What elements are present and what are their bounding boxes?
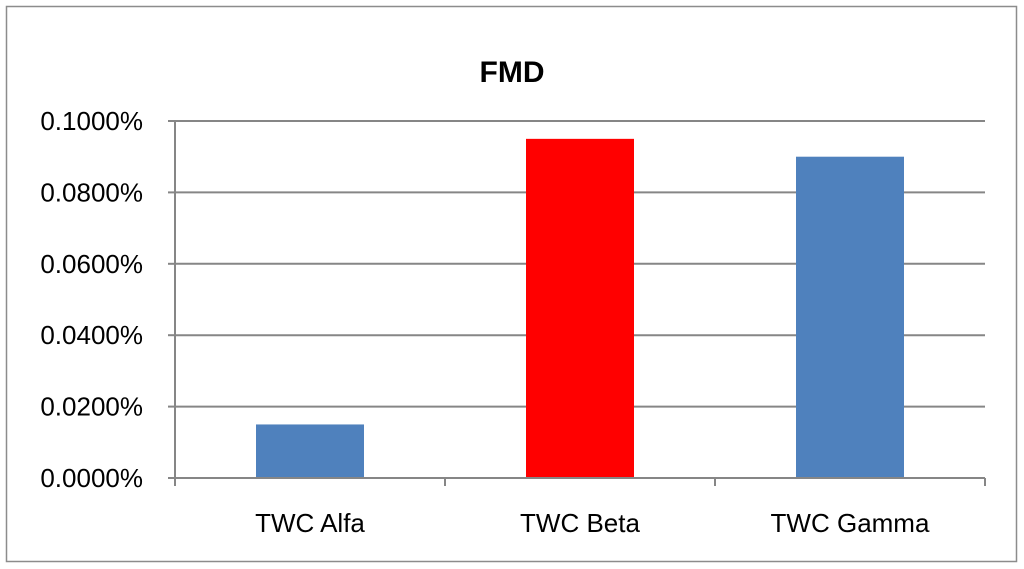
x-tick-label: TWC Alfa [255, 508, 365, 538]
bar-twc-alfa [256, 424, 364, 478]
y-tick-label: 0.0200% [40, 392, 143, 422]
y-tick-label: 0.0600% [40, 249, 143, 279]
y-tick-label: 0.0800% [40, 177, 143, 207]
y-tick-label: 0.0400% [40, 320, 143, 350]
y-tick-label: 0.1000% [40, 106, 143, 136]
x-axis-labels: TWC Alfa TWC Beta TWC Gamma [255, 508, 930, 538]
axes [174, 121, 986, 486]
bar-twc-beta [526, 138, 634, 478]
y-axis-ticks: 0.0000% 0.0200% 0.0400% 0.0600% 0.0800% 0.100… [40, 106, 175, 493]
x-tick-label: TWC Beta [520, 508, 640, 538]
bars [256, 138, 904, 478]
x-tick-label: TWC Gamma [771, 508, 930, 538]
bar-twc-gamma [796, 156, 904, 478]
y-tick-label: 0.0000% [40, 463, 143, 493]
chart-title: FMD [480, 56, 545, 89]
